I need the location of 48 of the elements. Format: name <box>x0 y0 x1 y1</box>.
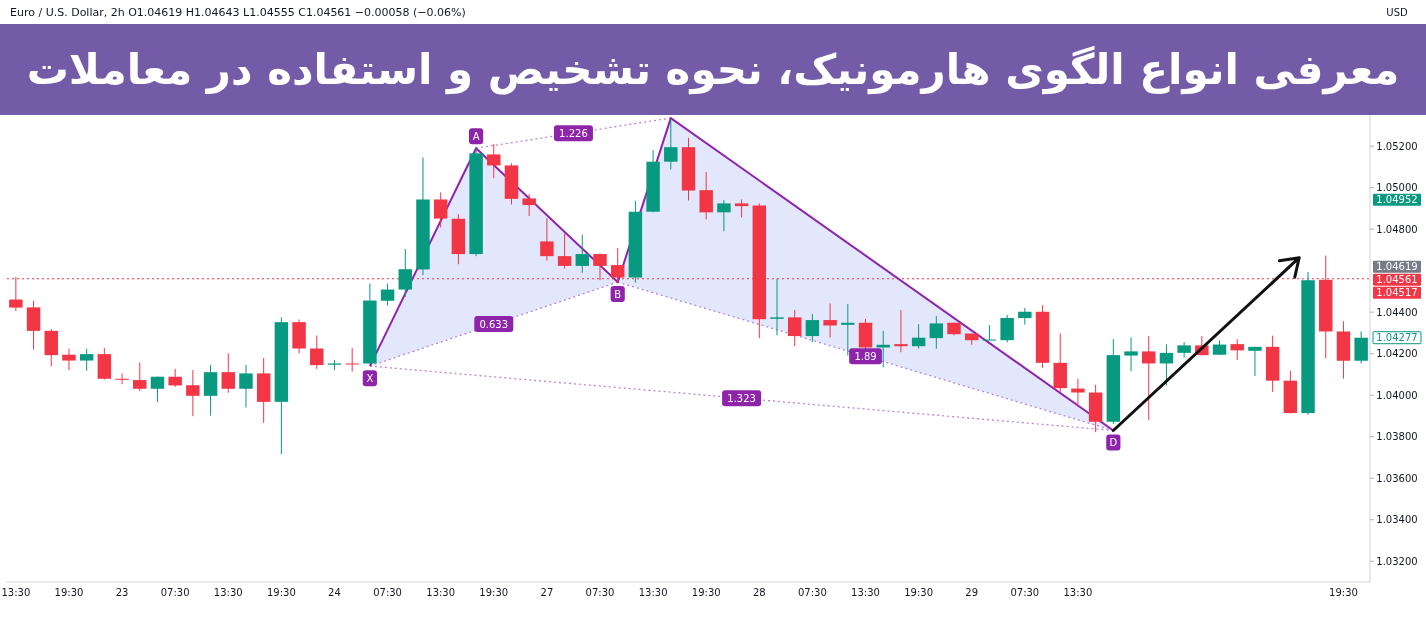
x-tick-label: 19:30 <box>1329 586 1358 598</box>
x-tick-label: 19:30 <box>691 586 721 598</box>
x-tick-label: 13:30 <box>851 586 880 598</box>
x-tick-label: 07:30 <box>1010 586 1040 598</box>
data-label: A <box>472 130 480 142</box>
x-tick-label: 19:30 <box>904 586 934 598</box>
x-tick-label: 13:30 <box>213 586 243 598</box>
chart-title: معرفی انواع الگوی هارمونیک، نحوه تشخیص و استفاده در معاملات <box>26 45 1400 95</box>
x-tick-label: 19:30 <box>54 586 84 598</box>
data-label: B <box>614 288 622 300</box>
x-tick-label: 28 <box>752 586 766 598</box>
y-tick-label: 1.04000 <box>1376 389 1418 401</box>
y-tick-label: 1.04800 <box>1376 223 1418 235</box>
data-label: D <box>1109 436 1118 448</box>
x-tick-label: 29 <box>965 586 979 598</box>
x-tick-label: 13:30 <box>638 586 668 598</box>
series-label: 1.226 <box>559 127 588 139</box>
y-tick-label: 1.03400 <box>1376 514 1418 526</box>
text: USD <box>1386 6 1408 18</box>
x-tick-label: 19:30 <box>479 586 509 598</box>
y-tick-label: 1.05000 <box>1376 182 1418 194</box>
x-tick-label: 13:30 <box>1 586 31 598</box>
x-tick-label: 13:30 <box>1063 586 1093 598</box>
x-tick-label: 07:30 <box>798 586 827 598</box>
text: 1.04517 <box>1376 287 1418 299</box>
series-label: 0.633 <box>479 318 509 330</box>
x-tick-label: 24 <box>328 586 341 598</box>
x-tick-label: 13:30 <box>426 586 456 598</box>
x-tick-label: 23 <box>115 586 129 598</box>
y-tick-label: 1.03200 <box>1376 555 1418 567</box>
y-tick-label: 1.04400 <box>1376 306 1418 318</box>
x-tick-label: 07:30 <box>373 586 402 598</box>
data-label: X <box>366 372 374 384</box>
y-tick-label: 1.03600 <box>1376 472 1418 484</box>
text: 1.04619 <box>1376 261 1418 273</box>
text: 1.04952 <box>1376 194 1418 206</box>
y-tick-label: 1.04200 <box>1376 348 1418 360</box>
ref-line-label: 1.04561 <box>1376 274 1418 286</box>
series-label: 1.323 <box>727 392 756 404</box>
text: 1.04277 <box>1376 332 1418 344</box>
chart-subtitle: Euro / U.S. Dollar, 2h O1.04619 H1.04643 L1.04555 C1.04561 −0.00058 (−0.06%) <box>10 5 466 19</box>
y-tick-label: 1.05200 <box>1376 140 1418 152</box>
y-tick-label: 1.03800 <box>1376 431 1418 443</box>
series-label: 1.89 <box>854 350 877 362</box>
x-tick-label: 07:30 <box>585 586 615 598</box>
x-tick-label: 19:30 <box>266 586 296 598</box>
x-tick-label: 27 <box>540 586 554 598</box>
x-tick-label: 07:30 <box>160 586 190 598</box>
